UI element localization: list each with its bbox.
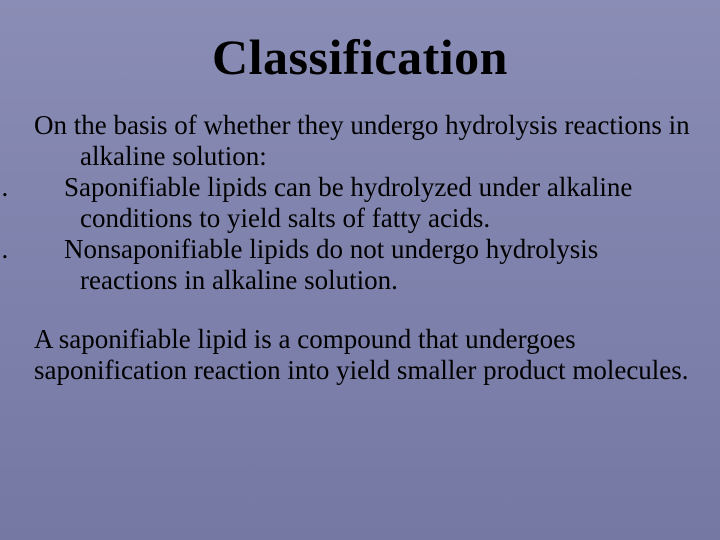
slide-title: Classification bbox=[28, 28, 692, 86]
list-item: 2.Nonsaponifiable lipids do not undergo … bbox=[34, 234, 692, 296]
list-item-text: Nonsaponifiable lipids do not undergo hy… bbox=[64, 234, 598, 295]
list-item: 1.Saponifiable lipids can be hydrolyzed … bbox=[34, 172, 692, 234]
list-number: 1. bbox=[34, 172, 64, 203]
slide: Classification On the basis of whether t… bbox=[0, 0, 720, 540]
list-number: 2. bbox=[34, 234, 64, 265]
intro-text: On the basis of whether they undergo hyd… bbox=[34, 110, 692, 172]
numbered-list: 1.Saponifiable lipids can be hydrolyzed … bbox=[34, 172, 692, 296]
closing-text: A saponifiable lipid is a compound that … bbox=[34, 324, 692, 386]
list-item-text: Saponifiable lipids can be hydrolyzed un… bbox=[64, 172, 632, 233]
